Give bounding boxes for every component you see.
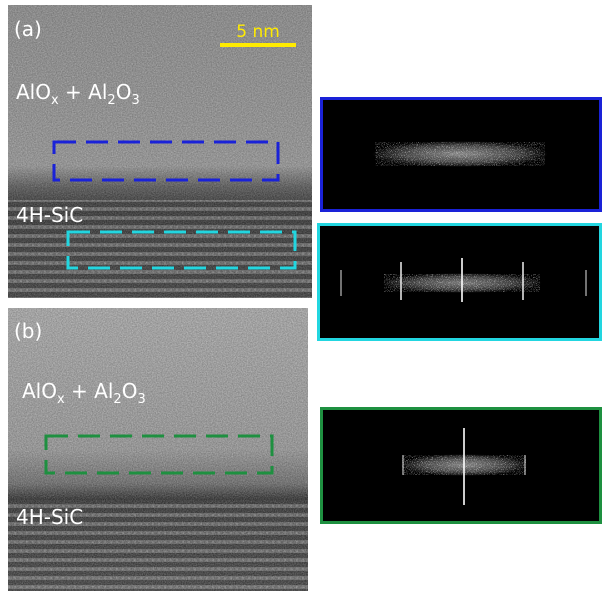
- text: O: [116, 80, 132, 104]
- fft-cyan: [319, 225, 601, 340]
- text: AlO: [22, 379, 57, 403]
- substrate-label: 4H-SiC: [16, 505, 83, 529]
- page: (a) 5 nm AlOx + Al2O3 4H-SiC (b) AlOx + …: [0, 0, 603, 596]
- image-noise: [8, 308, 308, 591]
- substrate-label: 4H-SiC: [16, 203, 83, 227]
- text: 3: [131, 93, 139, 108]
- text: + Al: [65, 379, 114, 403]
- text: AlO: [16, 80, 51, 104]
- tem-image-b: [8, 308, 308, 591]
- figure: (a) 5 nm AlOx + Al2O3 4H-SiC (b) AlOx + …: [0, 0, 603, 596]
- text: 3: [137, 392, 145, 407]
- text: 2: [107, 93, 115, 108]
- layer-label: AlOx + Al2O3: [22, 379, 146, 407]
- fft-blue: [322, 99, 601, 211]
- fft-speckle: [375, 142, 545, 166]
- text: 2: [113, 392, 121, 407]
- panel-label: (a): [14, 17, 42, 41]
- text: + Al: [59, 80, 108, 104]
- layer-label: AlOx + Al2O3: [16, 80, 140, 108]
- scale-bar-label: 5 nm: [236, 22, 280, 42]
- text: O: [122, 379, 138, 403]
- fft-green: [322, 409, 601, 523]
- panel-label: (b): [14, 319, 42, 343]
